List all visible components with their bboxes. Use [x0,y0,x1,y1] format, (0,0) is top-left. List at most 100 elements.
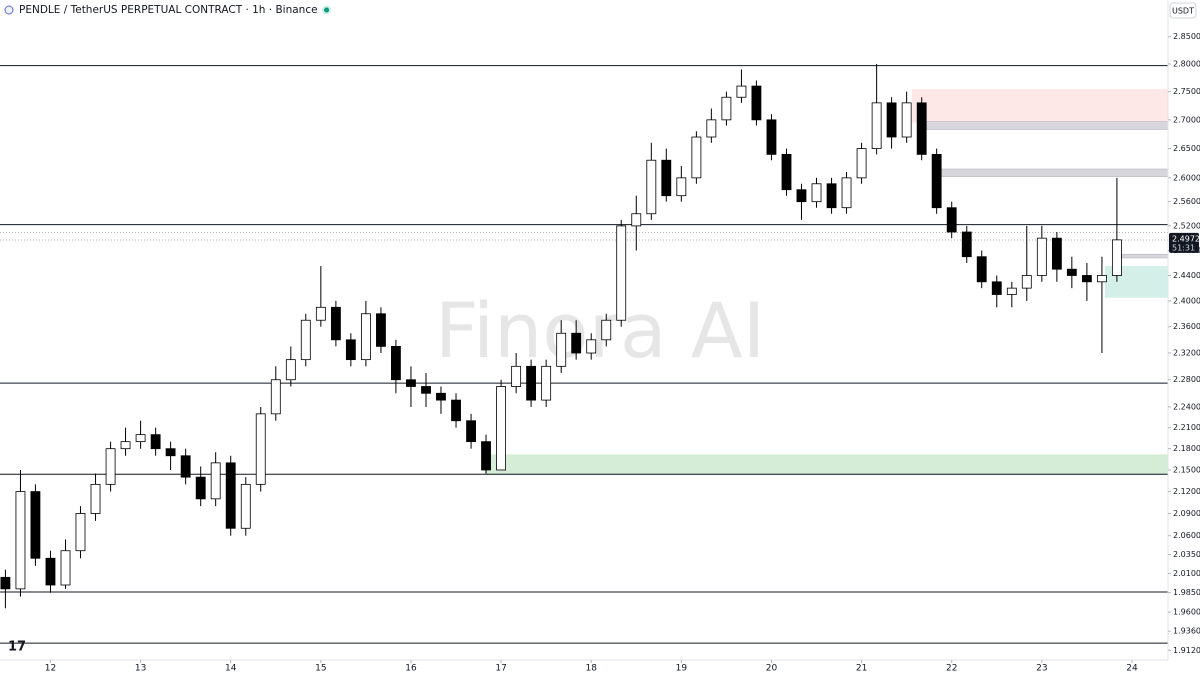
y-tick-label: 1.9850 [1173,588,1200,597]
currency-button[interactable] [1169,2,1197,19]
x-tick-label: 24 [1126,664,1138,674]
candle-body [105,448,116,485]
y-tick-label: 2.5200 [1173,221,1200,230]
candle-body [75,513,86,552]
zone [917,121,1169,130]
candle-body [631,213,642,227]
candle-body [1036,237,1047,276]
currency-label[interactable]: USDT [1172,7,1194,16]
candles-layer [0,63,1122,609]
y-tick-label: 2.2400 [1173,402,1200,411]
y-tick-label: 2.1800 [1173,444,1200,453]
y-tick-label: 1.9120 [1173,646,1200,655]
candle-body [886,102,897,138]
candle-body [676,177,687,197]
x-tick-label: 12 [45,664,56,674]
candle-body [210,462,221,500]
x-tick-label: 19 [676,664,688,674]
candle-body [586,339,597,354]
zone [1119,253,1169,259]
zones-layer [484,88,1169,475]
y-tick-label: 2.0350 [1173,550,1200,559]
candle-body [345,339,356,361]
candle-body [466,420,476,443]
candle-body [1006,287,1017,295]
candle-body [751,85,762,121]
candle-body [60,550,71,586]
candle-body [721,96,732,121]
x-tick-label: 13 [135,664,146,674]
zone [912,88,1168,123]
candle-body [90,483,101,514]
price-tag-label: 2.4972 [1172,234,1200,243]
y-tick-label: 2.0100 [1173,569,1200,578]
candle-body [601,319,612,341]
y-tick-label: 2.3600 [1173,322,1200,331]
x-tick-label: 23 [1036,664,1047,674]
candle-body [541,365,552,401]
y-tick-label: 2.3200 [1173,349,1200,358]
candle-body [661,159,672,197]
candle-body [1066,268,1077,276]
candle-body [255,413,266,485]
price-tag [1169,232,1199,253]
candle-body [421,386,431,394]
y-tick-label: 2.7000 [1173,115,1200,124]
candle-body [901,102,912,138]
zone [934,168,1169,177]
candle-body [390,345,401,381]
candle-body [1111,239,1122,276]
x-tick-label: 17 [495,664,506,674]
y-tick-label: 2.7500 [1173,87,1200,96]
candle-body [135,434,146,443]
candle-body [0,576,11,590]
x-tick-label: 20 [766,664,778,674]
y-tick-label: 2.4400 [1173,271,1200,280]
chart-title: PENDLE / TetherUS PERPETUAL CONTRACT · 1… [19,4,318,16]
x-tick-label: 15 [315,664,326,674]
candle-body [180,455,191,478]
y-tick-label: 2.4000 [1173,296,1200,305]
tv-logo: 17 [8,640,26,655]
candle-body [270,379,281,415]
candle-body [766,119,777,155]
candle-body [360,313,371,361]
candle-body [646,159,657,215]
y-tick-label: 1.9600 [1173,608,1200,617]
candle-body [45,557,56,586]
candle-body [796,189,807,203]
countdown-label: 51:31 [1172,243,1195,252]
candle-body [315,306,326,321]
candle-body [556,332,567,367]
candle-body [240,483,251,529]
candle-body [120,441,131,450]
x-tick-label: 16 [405,664,417,674]
candle-body [496,386,507,471]
y-tick-label: 2.1200 [1173,487,1200,496]
y-tick-label: 2.2800 [1173,375,1200,384]
y-tick-label: 1.9360 [1173,627,1200,636]
y-tick-label: 2.8000 [1173,59,1200,68]
candle-body [330,306,341,341]
candle-body [811,183,822,203]
status-dot [322,5,332,15]
candle-body [1081,275,1092,283]
candle-body [616,225,627,321]
candle-body [871,102,882,149]
candle-body [225,462,236,529]
candle-body [706,119,717,138]
candle-body [1051,237,1062,270]
levels-layer [0,65,1168,644]
y-tick-label: 2.6000 [1173,173,1200,182]
candle-body [436,392,446,401]
candle-body [526,365,537,401]
candle-body [150,434,161,450]
candle-body [571,332,582,354]
candle-body [406,379,416,387]
candle-body [285,359,296,381]
y-tick-label: 2.5600 [1173,197,1200,206]
zone [484,454,1168,475]
